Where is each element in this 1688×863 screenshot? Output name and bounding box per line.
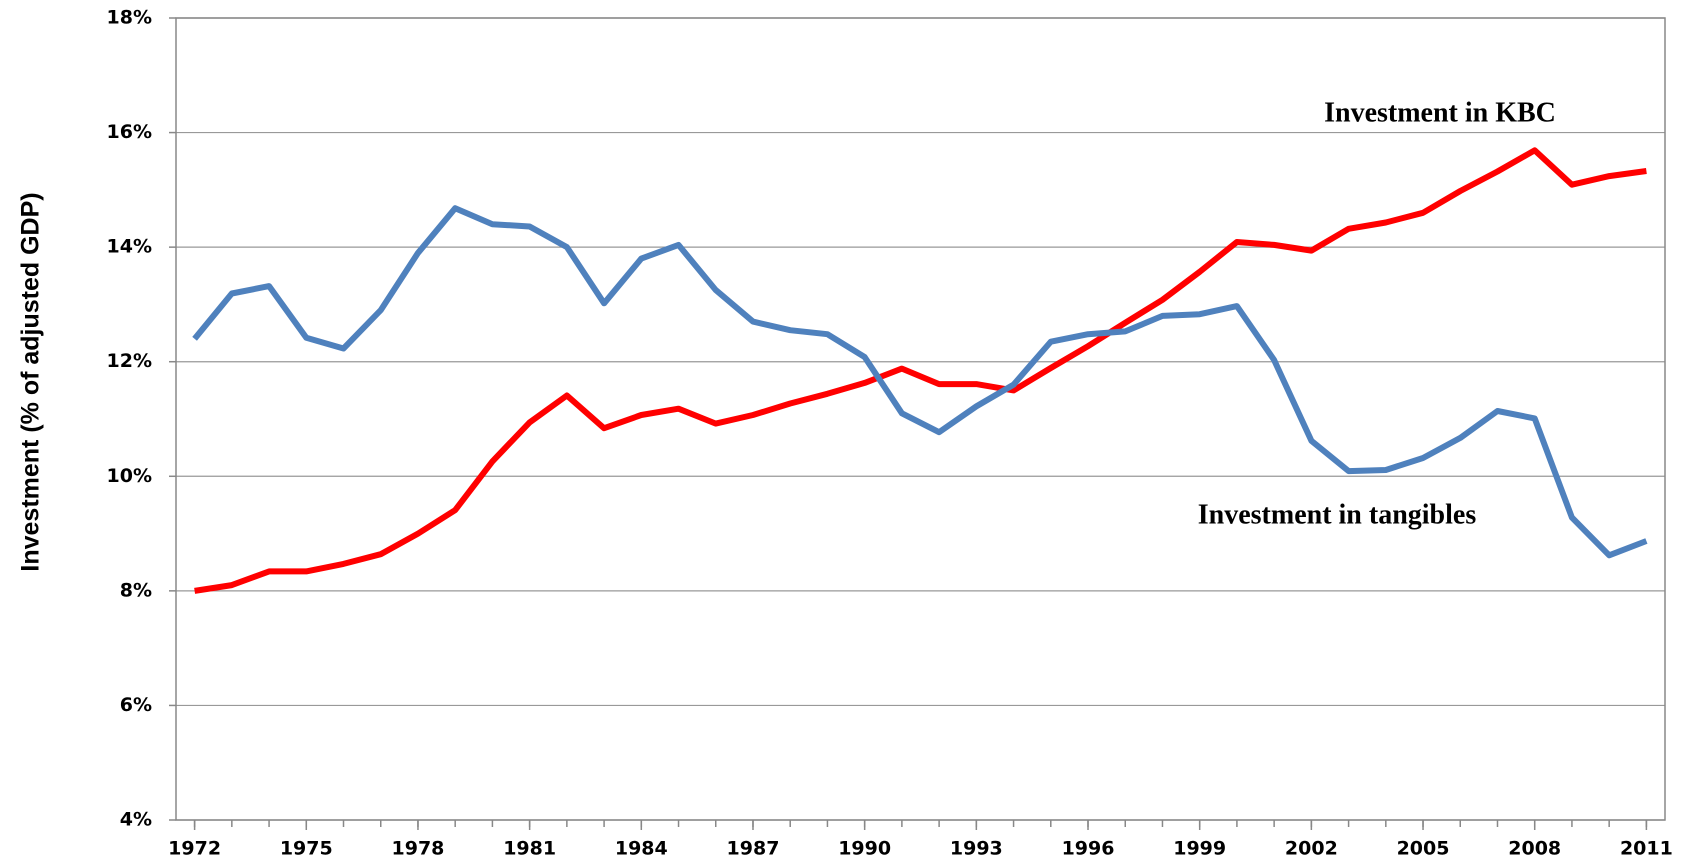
x-tick-label: 1978 <box>392 838 445 860</box>
x-tick-label: 2002 <box>1285 838 1338 860</box>
y-tick-label: 12% <box>107 350 152 372</box>
x-tick-label: 1981 <box>503 838 556 860</box>
x-tick-label: 1987 <box>727 838 780 860</box>
x-tick-label: 1996 <box>1062 838 1115 860</box>
x-tick-label: 2008 <box>1508 838 1561 860</box>
y-tick-label: 10% <box>107 465 152 487</box>
y-tick-label: 8% <box>120 579 152 601</box>
plot-border <box>175 17 1666 821</box>
series-line <box>194 147 1647 594</box>
y-axis-title: Investment (% of adjusted GDP) <box>17 192 45 571</box>
x-tick-label: 1972 <box>168 838 221 860</box>
x-tick-label: 1984 <box>615 838 668 860</box>
y-tick-label: 18% <box>107 7 152 29</box>
x-tick-label: 2005 <box>1397 838 1450 860</box>
y-tick-label: 16% <box>107 121 152 143</box>
x-tick-label: 1999 <box>1173 838 1226 860</box>
y-tick-label: 14% <box>107 236 152 258</box>
series-label: Investment in tangibles <box>1198 499 1477 530</box>
y-tick-label: 4% <box>120 809 152 831</box>
series-label: Investment in KBC <box>1324 97 1556 128</box>
x-tick-label: 1993 <box>950 838 1003 860</box>
series-line <box>192 205 1648 559</box>
x-tick-label: 1990 <box>838 838 891 860</box>
x-tick-label: 1975 <box>280 838 333 860</box>
y-tick-label: 6% <box>120 694 152 716</box>
x-tick-label: 2011 <box>1620 838 1673 860</box>
